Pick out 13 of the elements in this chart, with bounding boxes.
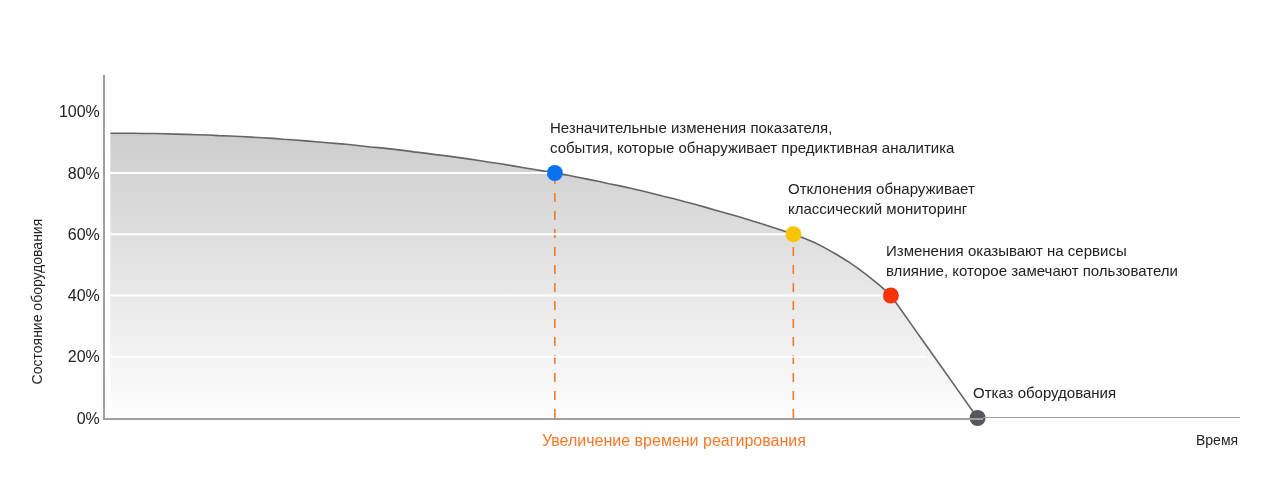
y-tick-label: 40% bbox=[67, 287, 100, 305]
y-tick-label: 80% bbox=[67, 164, 100, 182]
annotation: Отклонения обнаруживает классический мониторинг bbox=[788, 180, 975, 217]
y-tick-label: 20% bbox=[67, 348, 100, 366]
y-axis-title: Состояние оборудования bbox=[28, 218, 45, 385]
annotation: Изменения оказывают на сервисы влияние, которое замечают пользователи bbox=[886, 242, 1178, 279]
y-tick-label: 0% bbox=[76, 409, 100, 427]
text: Увеличение времени реагирования bbox=[542, 432, 806, 449]
y-tick-label: 100% bbox=[58, 103, 100, 121]
y-tick-label: 60% bbox=[67, 225, 100, 243]
text: Время bbox=[1196, 432, 1239, 448]
annotation: Отказ оборудования bbox=[973, 384, 1117, 401]
annotation: Незначительные изменения показателя, события, которые обнаруживает предиктивная аналитика bbox=[550, 119, 956, 156]
